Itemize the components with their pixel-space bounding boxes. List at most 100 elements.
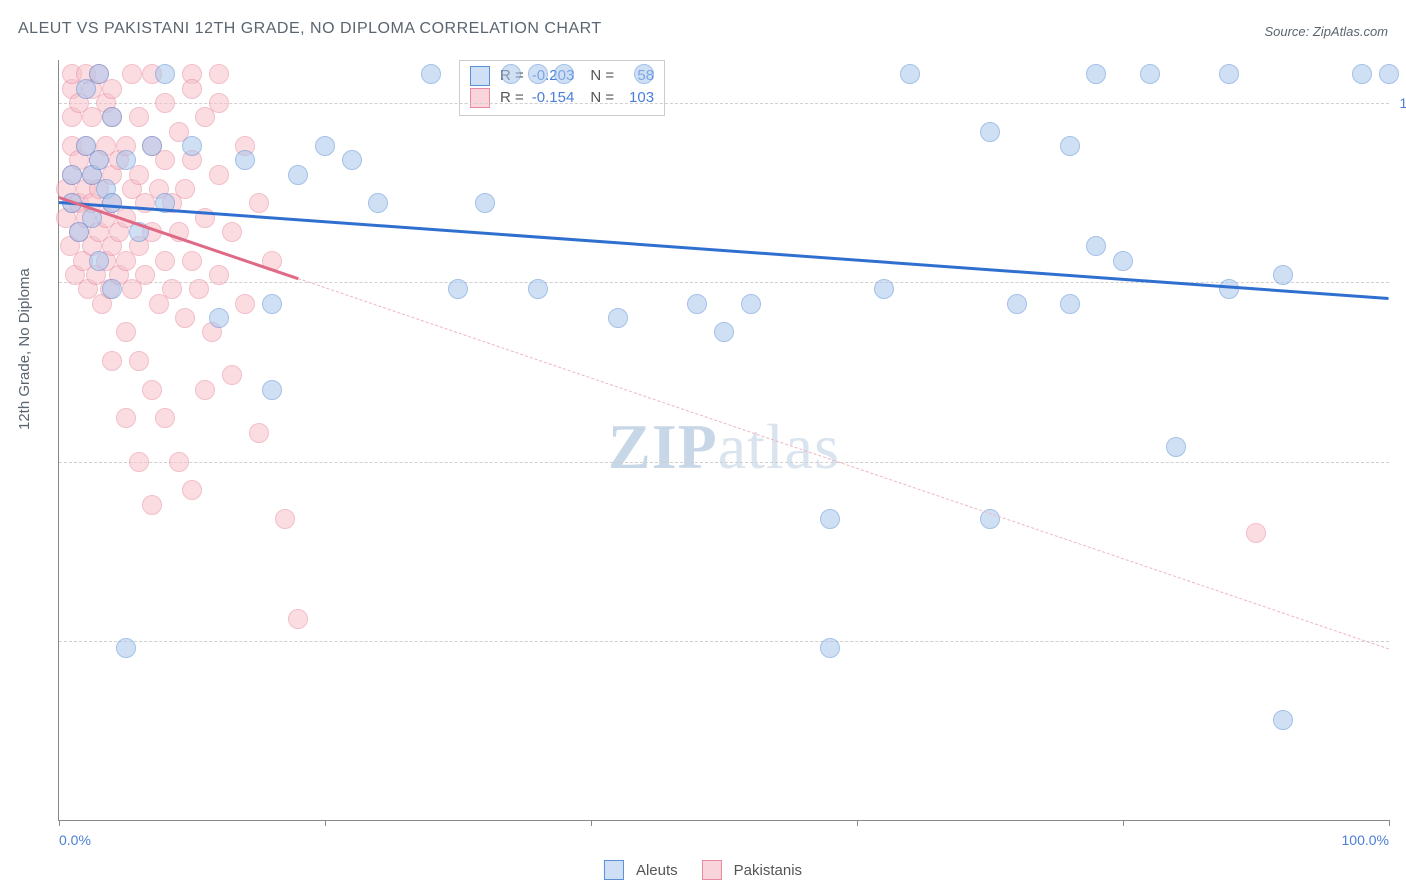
n-label: N =	[590, 87, 614, 109]
gridline	[59, 103, 1389, 104]
data-point	[741, 294, 761, 314]
data-point	[249, 423, 269, 443]
data-point	[102, 279, 122, 299]
legend-swatch	[702, 860, 722, 880]
data-point	[182, 136, 202, 156]
data-point	[1219, 64, 1239, 84]
data-point	[288, 609, 308, 629]
data-point	[162, 279, 182, 299]
data-point	[116, 408, 136, 428]
data-point	[155, 64, 175, 84]
data-point	[315, 136, 335, 156]
x-tick-label: 0.0%	[59, 832, 91, 848]
data-point	[182, 79, 202, 99]
data-point	[528, 64, 548, 84]
trend-line	[298, 278, 1389, 649]
data-point	[195, 380, 215, 400]
y-tick-label: 100.0%	[1397, 95, 1406, 111]
watermark-zip: ZIP	[608, 411, 718, 482]
data-point	[155, 93, 175, 113]
data-point	[129, 107, 149, 127]
legend-swatch	[470, 88, 490, 108]
legend-item: Pakistanis	[702, 860, 802, 880]
data-point	[1007, 294, 1027, 314]
data-point	[155, 251, 175, 271]
data-point	[102, 107, 122, 127]
data-point	[1060, 136, 1080, 156]
data-point	[820, 509, 840, 529]
data-point	[209, 265, 229, 285]
data-point	[634, 64, 654, 84]
data-point	[209, 93, 229, 113]
data-point	[209, 64, 229, 84]
x-tick-label: 100.0%	[1342, 832, 1389, 848]
y-tick-label: 75.0%	[1397, 454, 1406, 470]
data-point	[155, 408, 175, 428]
data-point	[209, 165, 229, 185]
x-tick	[325, 820, 326, 826]
data-point	[116, 150, 136, 170]
watermark: ZIPatlas	[608, 410, 840, 484]
legend-label: Pakistanis	[734, 862, 802, 879]
data-point	[89, 64, 109, 84]
data-point	[262, 294, 282, 314]
data-point	[448, 279, 468, 299]
legend-item: Aleuts	[604, 860, 678, 880]
chart-title: ALEUT VS PAKISTANI 12TH GRADE, NO DIPLOM…	[18, 20, 602, 38]
data-point	[1086, 236, 1106, 256]
data-point	[89, 251, 109, 271]
legend-label: Aleuts	[636, 862, 678, 879]
data-point	[235, 150, 255, 170]
y-tick-label: 62.5%	[1397, 633, 1406, 649]
data-point	[820, 638, 840, 658]
legend-swatch	[604, 860, 624, 880]
data-point	[62, 165, 82, 185]
data-point	[129, 452, 149, 472]
data-point	[501, 64, 521, 84]
data-point	[142, 380, 162, 400]
data-point	[122, 64, 142, 84]
x-tick	[59, 820, 60, 826]
data-point	[235, 294, 255, 314]
data-point	[249, 193, 269, 213]
r-value: -0.154	[532, 87, 575, 109]
plot-area: ZIPatlas R =-0.203N =58R =-0.154N =103 6…	[58, 60, 1389, 821]
x-tick	[1123, 820, 1124, 826]
r-label: R =	[500, 87, 524, 109]
data-point	[182, 480, 202, 500]
data-point	[129, 351, 149, 371]
data-point	[900, 64, 920, 84]
data-point	[116, 322, 136, 342]
data-point	[475, 193, 495, 213]
data-point	[262, 380, 282, 400]
data-point	[1086, 64, 1106, 84]
data-point	[687, 294, 707, 314]
trend-line	[59, 201, 1389, 300]
data-point	[89, 150, 109, 170]
n-value: 103	[622, 87, 654, 109]
gridline	[59, 641, 1389, 642]
data-point	[342, 150, 362, 170]
series-legend: Aleuts Pakistanis	[604, 860, 802, 880]
data-point	[1113, 251, 1133, 271]
data-point	[175, 308, 195, 328]
data-point	[1379, 64, 1399, 84]
data-point	[182, 251, 202, 271]
data-point	[142, 495, 162, 515]
data-point	[135, 265, 155, 285]
data-point	[288, 165, 308, 185]
data-point	[222, 365, 242, 385]
data-point	[528, 279, 548, 299]
data-point	[1060, 294, 1080, 314]
data-point	[102, 351, 122, 371]
data-point	[874, 279, 894, 299]
data-point	[209, 308, 229, 328]
data-point	[1273, 265, 1293, 285]
n-label: N =	[590, 65, 614, 87]
data-point	[1352, 64, 1372, 84]
watermark-atlas: atlas	[718, 411, 840, 482]
data-point	[980, 122, 1000, 142]
data-point	[554, 64, 574, 84]
data-point	[169, 452, 189, 472]
data-point	[116, 638, 136, 658]
